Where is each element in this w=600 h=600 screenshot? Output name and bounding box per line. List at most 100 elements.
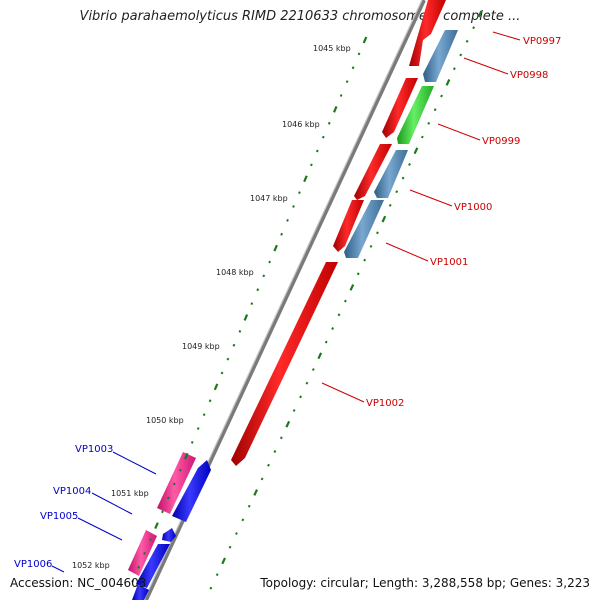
summary-label: Topology: circular; Length: 3,288,558 bp… (260, 576, 590, 590)
scale-right-tick-28 (299, 395, 302, 399)
gene-label-vp0999[interactable]: VP0999 (482, 136, 520, 147)
scale-left-tick-38 (137, 565, 141, 569)
scale-right-tick-24 (324, 340, 328, 344)
scale-right-tick-16 (376, 231, 379, 235)
scale-right-tick-41 (215, 573, 219, 577)
gene-vp1002[interactable] (231, 262, 338, 466)
gene-label-vp1002[interactable]: VP1002 (366, 398, 404, 409)
gene-vp1004-blue[interactable] (162, 528, 176, 542)
scale-left-tick-14 (280, 232, 283, 236)
scale-right-tick-8 (427, 121, 431, 125)
scale-left-tick-37 (143, 551, 146, 555)
scale-left-tick-18 (256, 288, 260, 292)
scale-left-tick-20 (243, 314, 249, 321)
gene-label-vp1004[interactable]: VP1004 (53, 486, 91, 497)
tick-label-1051: 1051 kbp (111, 489, 149, 498)
scale-right-tick-10 (413, 147, 419, 155)
scale-right-tick-26 (311, 368, 315, 371)
scale-right-tick-34 (260, 477, 264, 481)
gene-vp1001-rev[interactable] (344, 200, 384, 258)
gene-label-vp1005[interactable]: VP1005 (40, 511, 78, 522)
gene-label-vp0997[interactable]: VP0997 (523, 36, 561, 47)
scale-right-tick-35 (253, 489, 258, 496)
scale-right-tick-33 (267, 463, 270, 467)
scale-right-tick-14 (388, 203, 392, 207)
scale-right-tick-4 (452, 67, 456, 71)
scale-right-tick-40 (221, 557, 226, 565)
scale-left-tick-31 (178, 468, 182, 472)
gene-vp1000-rev[interactable] (374, 150, 408, 198)
scale-left-tick-4 (339, 94, 343, 97)
scale-left-tick-7 (321, 135, 325, 139)
scale-right-tick-6 (440, 94, 443, 98)
gene-label-vp0998[interactable]: VP0998 (510, 70, 548, 81)
scale-right-tick-3 (459, 53, 463, 57)
scale-right-tick-29 (292, 409, 296, 412)
scale-left-tick-9 (310, 163, 313, 167)
scale-right-tick-36 (247, 504, 251, 508)
gene-label-vp1003[interactable]: VP1003 (75, 444, 113, 455)
scale-right-tick-27 (305, 381, 309, 385)
tick-label-1048: 1048 kbp (216, 268, 254, 277)
gene-label-vp1000[interactable]: VP1000 (454, 202, 492, 213)
scale-right-tick-9 (420, 135, 424, 139)
tick-label-1047: 1047 kbp (250, 194, 288, 203)
gene-label-vp1006[interactable]: VP1006 (14, 559, 52, 570)
scale-left-tick-3 (345, 80, 349, 84)
tick-label-1050: 1050 kbp (146, 416, 184, 425)
scale-left-tick-21 (238, 330, 242, 333)
gene-vp1000-fwd[interactable] (333, 200, 364, 252)
scale-left-tick-10 (303, 175, 308, 183)
scale-right-tick-2 (465, 39, 469, 43)
accession-label: Accession: NC_004603 (10, 576, 147, 590)
scale-right-tick-20 (349, 284, 355, 291)
scale-ticks-right (209, 10, 483, 590)
gene-vp0999-rev[interactable] (397, 86, 434, 144)
scale-left-tick-22 (232, 343, 236, 347)
scale-right-tick-11 (408, 162, 411, 166)
scale-left-tick-25 (213, 383, 219, 391)
scale-right-tick-23 (331, 327, 334, 330)
scale-right-tick-31 (279, 436, 283, 440)
gene-vp0999-fwd[interactable] (354, 144, 392, 200)
scale-left-tick-5 (332, 105, 338, 113)
scale-left-tick-29 (190, 440, 194, 444)
gene-vp0997[interactable] (409, 0, 446, 66)
scale-right-tick-15 (381, 215, 387, 223)
scale-right-tick-39 (228, 545, 232, 549)
left-leader-lines (51, 451, 157, 573)
scale-left-tick-2 (351, 66, 355, 70)
right-leader-lines (321, 31, 521, 403)
tick-label-1045: 1045 kbp (313, 44, 351, 53)
gene-vp1003-blue[interactable] (172, 460, 211, 522)
scale-right-tick-1 (472, 26, 475, 30)
scale-right-tick-38 (235, 532, 238, 535)
scale-left-tick-1 (357, 52, 361, 56)
scale-left-tick-39 (131, 579, 135, 583)
gene-vp1005-pink[interactable] (128, 530, 157, 576)
gene-vp1005-blue[interactable] (136, 544, 170, 588)
scale-left-tick-23 (226, 357, 230, 361)
gene-vp1006-blue[interactable] (132, 584, 149, 600)
scale-right-tick-0 (477, 10, 483, 18)
scale-left-tick-8 (315, 149, 319, 153)
gene-label-vp1001[interactable]: VP1001 (430, 257, 468, 268)
scale-left-tick-30 (183, 452, 189, 460)
scale-left-tick-28 (196, 427, 200, 430)
map-title: Vibrio parahaemolyticus RIMD 2210633 chr… (79, 9, 521, 24)
scale-left-tick-6 (327, 121, 331, 125)
scale-right-tick-25 (317, 352, 323, 360)
scale-right-tick-5 (445, 79, 451, 86)
scale-right-tick-17 (369, 244, 373, 248)
scale-right-tick-30 (285, 420, 291, 428)
gene-vp0997-rev[interactable] (423, 30, 458, 82)
scale-left-tick-17 (262, 274, 266, 278)
scale-right-tick-19 (356, 272, 360, 276)
scale-left-tick-24 (220, 371, 224, 375)
scale-left-tick-15 (273, 244, 278, 252)
gene-vp1003-pink[interactable] (157, 452, 196, 514)
scale-left-tick-27 (202, 413, 206, 417)
gene-vp0998-fwd[interactable] (382, 78, 418, 138)
scale-left-tick-35 (154, 522, 159, 530)
